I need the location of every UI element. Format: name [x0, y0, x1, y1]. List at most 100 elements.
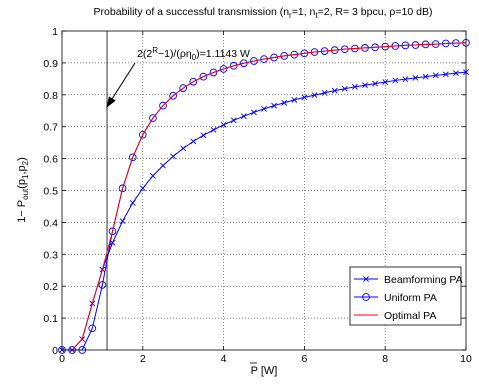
marker-x: [311, 92, 318, 99]
marker-x: [412, 74, 419, 81]
x-axis-label-text: P [W]: [251, 365, 278, 377]
marker-x: [281, 99, 288, 106]
marker-x: [129, 200, 136, 206]
y-tick-label: 0: [52, 345, 58, 357]
y-axis-label: 1− Pout(p1,p2): [16, 157, 30, 223]
annotation-arrow-head: [106, 96, 116, 108]
marker-circle: [250, 57, 258, 65]
title-sub-r: r: [289, 11, 292, 20]
ticks: 0 2 4 6 8 10 0 0.1 0.2 0.3 0.4 0.5 0.6 0.7 0.8 0.9 1: [43, 26, 472, 365]
series-beamforming-pa: [59, 69, 469, 353]
y-label-sub-out: out: [21, 188, 30, 200]
marker-x: [109, 239, 116, 246]
y-label-sub2: 2: [21, 160, 30, 165]
annotation-part-c: )=1.1143 W: [196, 48, 250, 60]
marker-x: [170, 153, 177, 160]
title-mid: =1, n: [292, 6, 316, 18]
marker-x: [442, 71, 449, 78]
title-sub-t: t: [315, 11, 318, 20]
marker-x: [119, 218, 126, 225]
y-label-a: 1− P: [16, 200, 28, 223]
marker-x: [139, 185, 146, 192]
y-tick-label: 0.4: [43, 217, 58, 229]
marker-circle: [179, 84, 188, 92]
x-axis-label: P [W]: [250, 362, 278, 377]
y-label-sub1: 1: [21, 174, 30, 179]
annotation: 2(2R−1)/(ρη0)=1.1143 W: [105, 46, 250, 109]
y-tick-label: 0.8: [43, 90, 58, 102]
marker-x: [432, 72, 439, 79]
y-tick-label: 0.3: [43, 249, 58, 261]
marker-x: [250, 109, 257, 116]
x-tick-label: 6: [301, 353, 307, 365]
marker-circle: [118, 184, 127, 193]
legend-label: Beamforming PA: [384, 274, 463, 286]
marker-x: [180, 145, 187, 152]
x-tick-label: 2: [140, 353, 146, 365]
annotation-part-b: −1)/(ρη: [158, 48, 192, 60]
annotation-text: 2(2R−1)/(ρη0)=1.1143 W: [137, 46, 250, 62]
marker-circle: [199, 72, 208, 81]
marker-circle: [219, 65, 228, 73]
marker-x: [210, 126, 217, 133]
marker-x: [452, 70, 459, 77]
marker-x: [402, 76, 409, 83]
series-group: [58, 38, 470, 354]
legend-entry: Optimal PA: [354, 310, 436, 322]
annotation-part-a: 2(2: [137, 48, 152, 60]
y-tick-label: 0.9: [43, 58, 58, 70]
legend-label: Optimal PA: [384, 310, 436, 322]
marker-circle: [128, 153, 137, 162]
y-label-d: ): [16, 157, 28, 161]
marker-circle: [88, 324, 97, 333]
title-suffix: =2, R= 3 bpcu, ρ=10 dB): [318, 6, 433, 18]
marker-circle: [98, 281, 107, 289]
y-label-c: ,p: [16, 165, 28, 174]
marker-x: [220, 121, 227, 128]
marker-x: [351, 83, 358, 90]
legend-entry: Beamforming PA: [354, 274, 463, 286]
legend-label: Uniform PA: [384, 292, 437, 304]
marker-x: [190, 138, 197, 145]
marker-x: [160, 162, 166, 169]
marker-x: [362, 82, 368, 89]
marker-circle: [159, 101, 167, 110]
marker-x: [392, 77, 399, 84]
legend: Beamforming PA Uniform PA Optimal PA: [349, 266, 463, 326]
y-tick-label: 0.7: [43, 122, 58, 134]
marker-circle: [270, 53, 278, 62]
marker-circle: [189, 77, 198, 86]
y-tick-label: 0.6: [43, 154, 58, 166]
marker-x: [331, 87, 338, 94]
marker-x: [230, 117, 237, 124]
series-line: [62, 42, 467, 351]
marker-x: [321, 89, 328, 96]
marker-x: [372, 80, 379, 87]
marker-x: [382, 79, 389, 85]
marker-x: [301, 94, 308, 101]
legend-entry: Uniform PA: [354, 292, 437, 304]
x-tick-label: 8: [382, 353, 388, 365]
annotation-sub: 0: [192, 53, 197, 62]
chart-title: Probability of a successful transmission…: [94, 6, 433, 20]
marker-circle: [209, 68, 218, 77]
marker-circle: [260, 55, 268, 63]
marker-circle: [138, 130, 147, 139]
marker-circle: [108, 227, 117, 236]
marker-x: [149, 172, 156, 179]
x-tick-label: 4: [221, 353, 227, 365]
y-tick-label: 0.1: [43, 313, 58, 325]
marker-x: [341, 85, 348, 92]
y-tick-label: 0.2: [43, 281, 58, 293]
y-tick-label: 0.5: [43, 186, 58, 198]
marker-x: [200, 132, 207, 139]
marker-circle: [229, 61, 238, 70]
annotation-sup: R: [152, 46, 158, 55]
series-optimal-pa: [62, 42, 467, 351]
marker-x: [261, 105, 267, 112]
x-tick-label: 10: [460, 353, 472, 365]
x-tick-label: 0: [59, 353, 65, 365]
marker-x: [422, 73, 429, 80]
marker-x: [271, 102, 278, 109]
